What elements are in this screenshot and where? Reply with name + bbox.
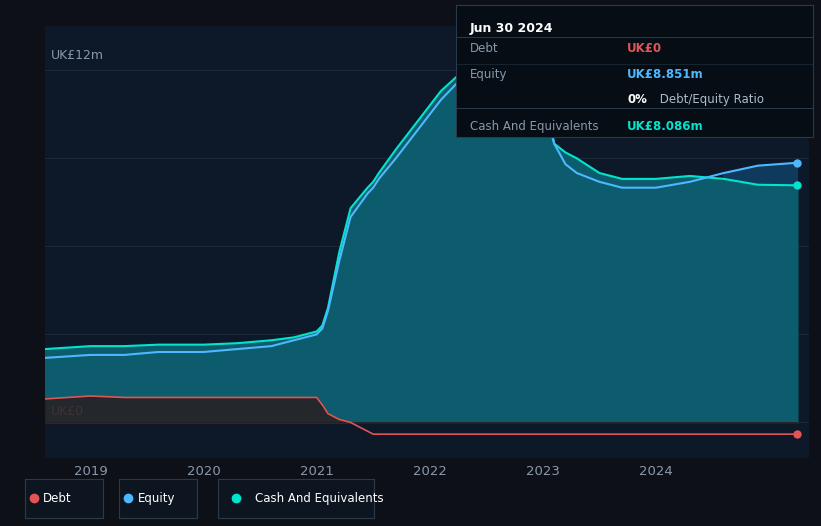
Text: Debt: Debt (470, 42, 498, 55)
Text: UK£0: UK£0 (627, 42, 663, 55)
Text: Jun 30 2024: Jun 30 2024 (470, 23, 553, 35)
Text: Equity: Equity (470, 68, 507, 82)
Text: Cash And Equivalents: Cash And Equivalents (470, 119, 599, 133)
Text: UK£8.851m: UK£8.851m (627, 68, 704, 82)
Text: UK£0: UK£0 (51, 405, 84, 418)
Text: 0%: 0% (627, 94, 647, 106)
Text: Cash And Equivalents: Cash And Equivalents (255, 492, 383, 505)
Text: Equity: Equity (138, 492, 175, 505)
Text: Debt/Equity Ratio: Debt/Equity Ratio (656, 94, 764, 106)
Text: UK£8.086m: UK£8.086m (627, 119, 704, 133)
Text: Debt: Debt (44, 492, 72, 505)
Text: UK£12m: UK£12m (51, 48, 103, 62)
